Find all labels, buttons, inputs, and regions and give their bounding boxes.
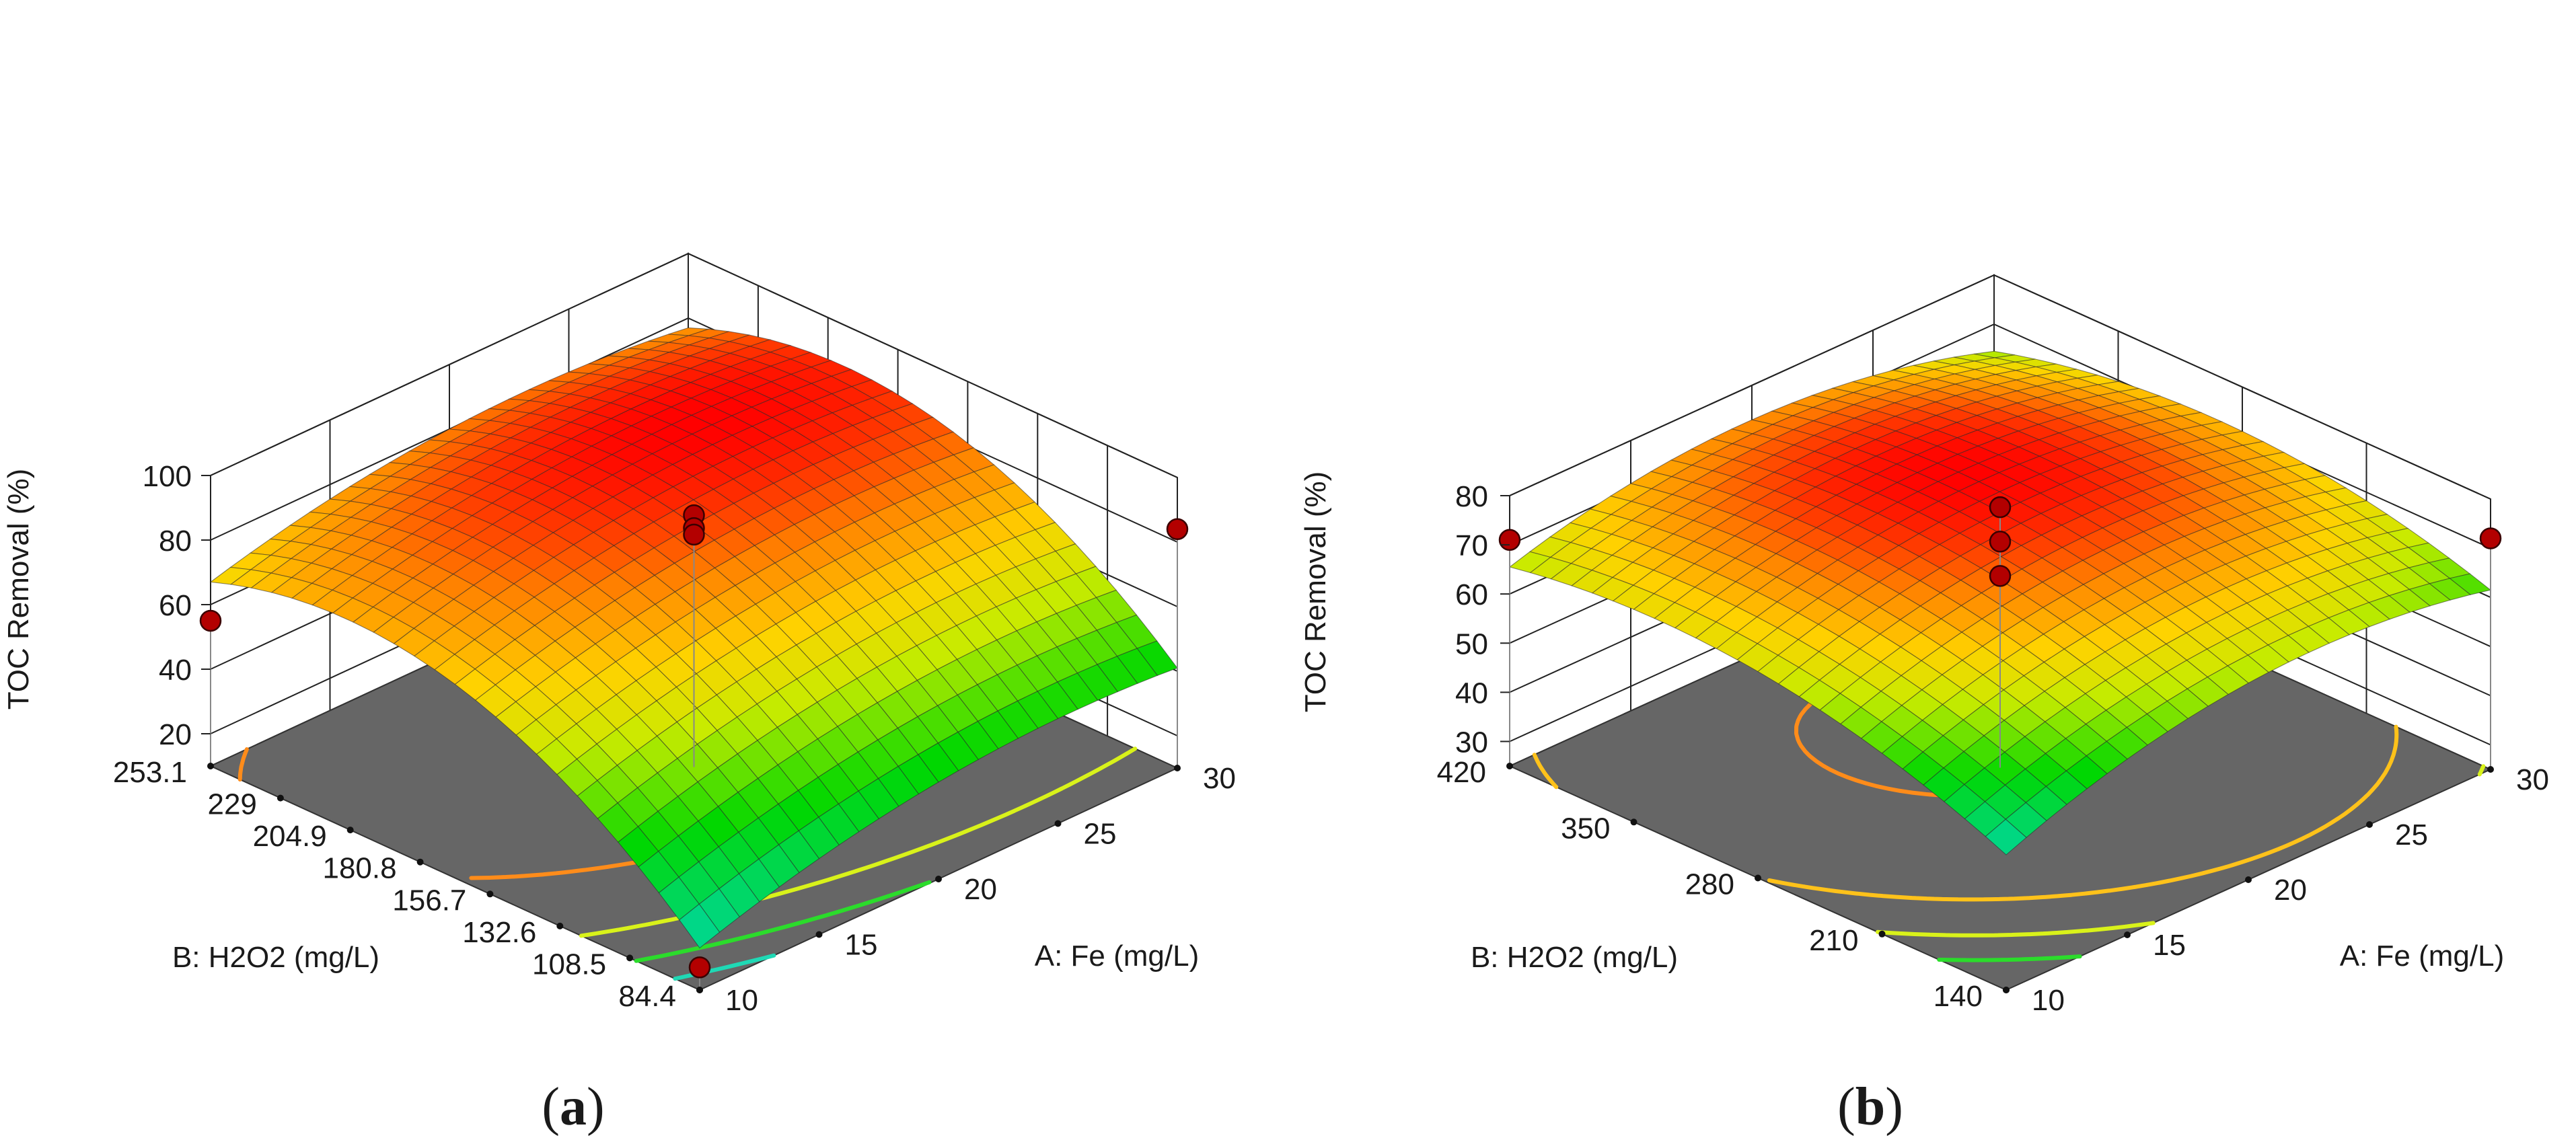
x-tick-label: 10 bbox=[725, 984, 758, 1017]
design-point bbox=[1989, 565, 2012, 587]
x-tick-mark bbox=[1054, 820, 1062, 827]
x-tick-mark bbox=[2366, 821, 2373, 828]
floor-contour-1 bbox=[1876, 764, 2486, 938]
design-point bbox=[1989, 496, 2012, 519]
z-tick-label: 60 bbox=[1455, 578, 1488, 611]
response-surface bbox=[1508, 350, 2492, 855]
y-tick-mark bbox=[1755, 874, 1761, 882]
design-point bbox=[1989, 531, 2012, 553]
y-tick-label: 280 bbox=[1685, 868, 1734, 901]
axes: 20 40 60 80 100 84.4 108.5132.6156.7180.8204.9… bbox=[2, 460, 1236, 1017]
surface-patch bbox=[678, 903, 721, 949]
y-tick-label: 132.6 bbox=[462, 916, 536, 949]
z-tick-label: 60 bbox=[159, 589, 192, 622]
y-tick-mark bbox=[626, 954, 634, 962]
axes: 30 40 50 60 70 80 140 210 280 350 420 10 15 20 25 30 TOC… bbox=[1299, 471, 2549, 1017]
design-point bbox=[199, 609, 222, 632]
response-surface bbox=[209, 327, 1178, 949]
x-tick-label: 15 bbox=[2153, 929, 2186, 962]
y-tick-label: 156.7 bbox=[392, 884, 466, 917]
z-tick-label: 80 bbox=[159, 525, 192, 558]
x-tick-mark bbox=[2124, 931, 2131, 938]
z-tick-label: 20 bbox=[159, 718, 192, 751]
y-axis-label: B: H2O2 (mg/L) bbox=[1471, 941, 1678, 974]
caption-a: (a) bbox=[542, 1077, 604, 1137]
y-tick-mark bbox=[486, 890, 494, 898]
y-tick-mark bbox=[1878, 930, 1886, 938]
y-tick-mark bbox=[277, 794, 284, 802]
design-points bbox=[1498, 496, 2502, 769]
y-axis-label: B: H2O2 (mg/L) bbox=[172, 941, 379, 974]
design-point bbox=[1498, 529, 1521, 551]
x-tick-label: 30 bbox=[2516, 763, 2549, 796]
design-point bbox=[2479, 527, 2502, 549]
y-tick-mark bbox=[1506, 763, 1513, 769]
x-tick-mark bbox=[815, 931, 823, 938]
y-tick-label: 180.8 bbox=[322, 852, 396, 885]
y-tick-label: 350 bbox=[1561, 812, 1610, 845]
x-tick-mark bbox=[2245, 876, 2252, 883]
x-tick-mark bbox=[2487, 766, 2494, 773]
x-tick-label: 25 bbox=[2395, 818, 2428, 851]
z-tick-label: 100 bbox=[143, 460, 192, 493]
x-tick-label: 15 bbox=[845, 929, 878, 962]
x-tick-label: 20 bbox=[964, 873, 997, 906]
caption-b-letter: b bbox=[1855, 1077, 1886, 1137]
floor-contour-0 bbox=[1937, 954, 2082, 962]
z-tick-label: 70 bbox=[1455, 529, 1488, 562]
design-point bbox=[688, 956, 711, 979]
design-point bbox=[683, 523, 705, 546]
y-tick-label: 84.4 bbox=[618, 980, 676, 1013]
grid-line-z bbox=[1509, 274, 2491, 500]
z-tick-label: 50 bbox=[1455, 627, 1488, 660]
z-tick-label: 30 bbox=[1455, 726, 1488, 759]
design-points bbox=[199, 504, 1189, 990]
x-tick-label: 25 bbox=[1084, 818, 1117, 851]
y-tick-label: 420 bbox=[1437, 756, 1486, 789]
z-axis-label: TOC Removal (%) bbox=[2, 469, 35, 710]
y-tick-mark bbox=[346, 827, 354, 834]
y-tick-label: 253.1 bbox=[113, 756, 187, 789]
x-axis-label: A: Fe (mg/L) bbox=[1035, 940, 1200, 973]
y-tick-label: 210 bbox=[1809, 924, 1858, 957]
z-tick-label: 80 bbox=[1455, 480, 1488, 513]
design-point bbox=[1166, 518, 1189, 541]
y-tick-label: 204.9 bbox=[253, 820, 327, 853]
y-tick-mark bbox=[556, 922, 564, 929]
x-tick-label: 30 bbox=[1203, 762, 1236, 795]
floor-contour-1 bbox=[634, 880, 932, 963]
y-tick-label: 140 bbox=[1934, 980, 1983, 1013]
x-tick-label: 10 bbox=[2032, 984, 2065, 1017]
y-tick-mark bbox=[207, 763, 214, 769]
y-tick-label: 229 bbox=[207, 788, 256, 821]
surface-plot-a: 20 40 60 80 100 84.4 108.5132.6156.7180.8204.9… bbox=[2, 252, 1236, 1017]
y-tick-label: 108.5 bbox=[532, 948, 606, 981]
z-tick-label: 40 bbox=[1455, 677, 1488, 710]
y-tick-mark bbox=[416, 858, 424, 866]
z-tick-label: 40 bbox=[159, 654, 192, 687]
surface-plot-b: 30 40 50 60 70 80 140 210 280 350 420 10 15 20 25 30 TOC… bbox=[1299, 274, 2549, 1017]
surface-patch bbox=[1985, 818, 2027, 855]
x-tick-mark bbox=[935, 876, 942, 882]
y-tick-mark bbox=[1630, 818, 1637, 826]
caption-b: (b) bbox=[1837, 1077, 1903, 1137]
x-tick-label: 20 bbox=[2274, 874, 2307, 907]
caption-a-letter: a bbox=[560, 1077, 587, 1137]
x-tick-mark bbox=[1174, 765, 1181, 771]
z-axis-label: TOC Removal (%) bbox=[1299, 471, 1332, 713]
x-tick-mark bbox=[2003, 987, 2010, 993]
grid-line-z bbox=[210, 252, 1178, 478]
grid-line-z bbox=[210, 317, 1178, 543]
x-tick-mark bbox=[696, 987, 703, 993]
x-axis-label: A: Fe (mg/L) bbox=[2340, 940, 2505, 973]
